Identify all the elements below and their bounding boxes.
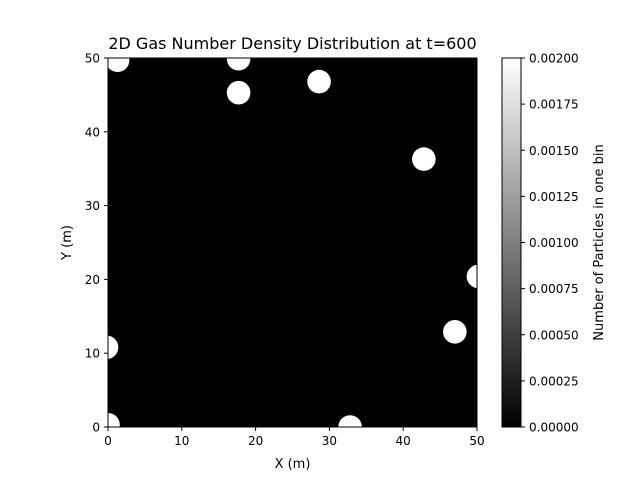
y-tick-label: 50 [85, 52, 100, 66]
y-tick-label: 20 [85, 273, 100, 287]
colorbar-tick-label: 0.00025 [529, 374, 579, 388]
particle-blob-9 [338, 415, 362, 427]
particle-blob-10 [108, 412, 120, 427]
particle-blob-3 [226, 80, 251, 105]
y-axis: 0 10 20 30 40 50 [85, 52, 108, 435]
x-tick-label: 50 [469, 434, 484, 448]
colorbar-tick-label: 0.00050 [529, 328, 579, 342]
y-axis-label: Y (m) [60, 225, 75, 261]
plot-frame [107, 57, 478, 428]
x-axis: 0 10 20 30 40 50 [104, 427, 485, 448]
y-tick-label: 40 [85, 125, 100, 139]
y-tick-label: 30 [85, 199, 100, 213]
particle-blob-6 [466, 264, 477, 289]
colorbar-tick-label: 0.00125 [529, 190, 579, 204]
colorbar-tick-label: 0.00075 [529, 282, 579, 296]
chart-title: 2D Gas Number Density Distribution at t=… [108, 34, 476, 53]
x-tick-label: 20 [248, 434, 263, 448]
x-axis-label: X (m) [275, 457, 311, 472]
plot-background [108, 58, 477, 427]
colorbar-tick-label: 0.00000 [529, 421, 579, 435]
particle-blob-2 [226, 58, 251, 71]
colorbar-axis: 0.00000 0.00025 0.00050 0.00075 0.00100 0.001… [521, 52, 579, 435]
particle-blob-1 [108, 58, 130, 73]
particle-blob-4 [307, 69, 331, 94]
particle-blob-7 [443, 319, 467, 344]
y-tick-label: 0 [92, 421, 100, 435]
colorbar-tick-label: 0.00175 [529, 98, 579, 112]
x-tick-label: 30 [322, 434, 337, 448]
colorbar-label: Number of Particles in one bin [592, 144, 607, 340]
x-tick-label: 40 [396, 434, 411, 448]
colorbar-tick-label: 0.00150 [529, 144, 579, 158]
colorbar-tick-label: 0.00100 [529, 236, 579, 250]
particle-layer [108, 58, 477, 427]
colorbar-tick-label: 0.00200 [529, 52, 579, 66]
colorbar [501, 57, 522, 428]
particle-blob-8 [108, 335, 119, 360]
y-tick-label: 10 [85, 347, 100, 361]
x-tick-label: 10 [174, 434, 189, 448]
x-tick-label: 0 [104, 434, 112, 448]
particle-blob-5 [412, 147, 436, 171]
